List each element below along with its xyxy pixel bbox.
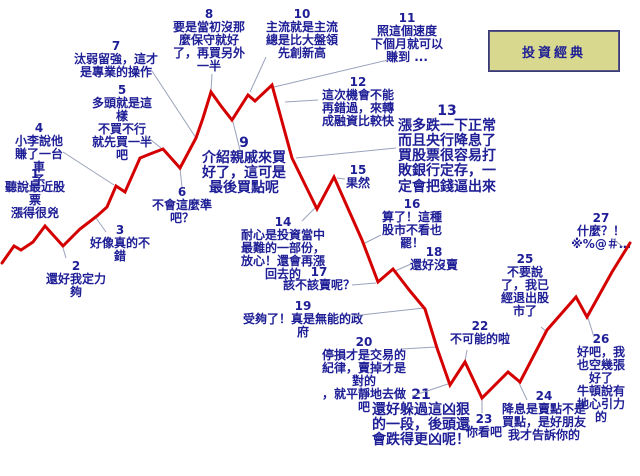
annotation-4: 4 小李說他 賺了一台車 子 bbox=[14, 121, 63, 187]
annotation-12: 12 這次機會不能 再錯過，來轉 成融資比較快 bbox=[321, 75, 394, 128]
annotation-23: 23 你看吧 bbox=[465, 412, 502, 439]
annotation-19: 19 受夠了！真是無能的政府 bbox=[242, 299, 363, 339]
annotation-26: 26 好吧，我 也空幾張 好了 牛頓說有 地心引力 的 bbox=[576, 332, 625, 424]
annotation-21: 21 還好躲過這凶狠 的一段，後頭還 會跌得更凶呢！ bbox=[372, 387, 470, 449]
annotation-22: 22 不可能的啦 bbox=[449, 319, 510, 346]
annotation-9: 9 介紹親戚來買 好了，這可是 最後買點呢 bbox=[202, 135, 286, 197]
annotation-3: 3 好像真的不 錯 bbox=[90, 223, 151, 263]
annotation-17: 17 該不該賣呢？ bbox=[283, 265, 356, 292]
annotation-11: 11 照這個速度 下個月就可以 賺到 ... bbox=[370, 11, 443, 64]
annotation-16: 16 算了！這種 股市不看也 罷！ bbox=[381, 197, 442, 250]
annotation-24: 24 降息是賣點不是 買點，是好朋友 我才告訴你的 bbox=[501, 389, 586, 442]
annotation-5: 5 多頭就是這 樣 不買不行 就先買一半 吧 bbox=[92, 83, 153, 162]
annotation-15: 15 果然 bbox=[345, 163, 370, 190]
button-label: 投資經典 bbox=[489, 31, 619, 71]
annotation-2: 2 還好我定力 夠 bbox=[45, 259, 106, 299]
annotation-13: 13 漲多跌一下正常 而且央行降息了 買股票很容易打 敗銀行定存，一 定會把錢逼出… bbox=[398, 103, 496, 195]
annotation-18: 18 還好沒賣 bbox=[409, 245, 458, 272]
annotation-7: 7 汰弱留強，這才 是專業的操作 bbox=[73, 39, 158, 79]
annotation-27: 27 什麼？！ ※%@＃… bbox=[571, 211, 631, 251]
annotation-8: 8 要是當初沒那 麼保守就好 了，再買另外 一半 bbox=[172, 7, 245, 73]
annotation-25: 25 不要說 了，我已 經退出股 市了 bbox=[500, 252, 549, 318]
investment-classic-button[interactable]: 投資經典 bbox=[488, 30, 620, 72]
annotation-10: 10 主流就是主流 總是比大盤領 先創新高 bbox=[265, 7, 338, 60]
